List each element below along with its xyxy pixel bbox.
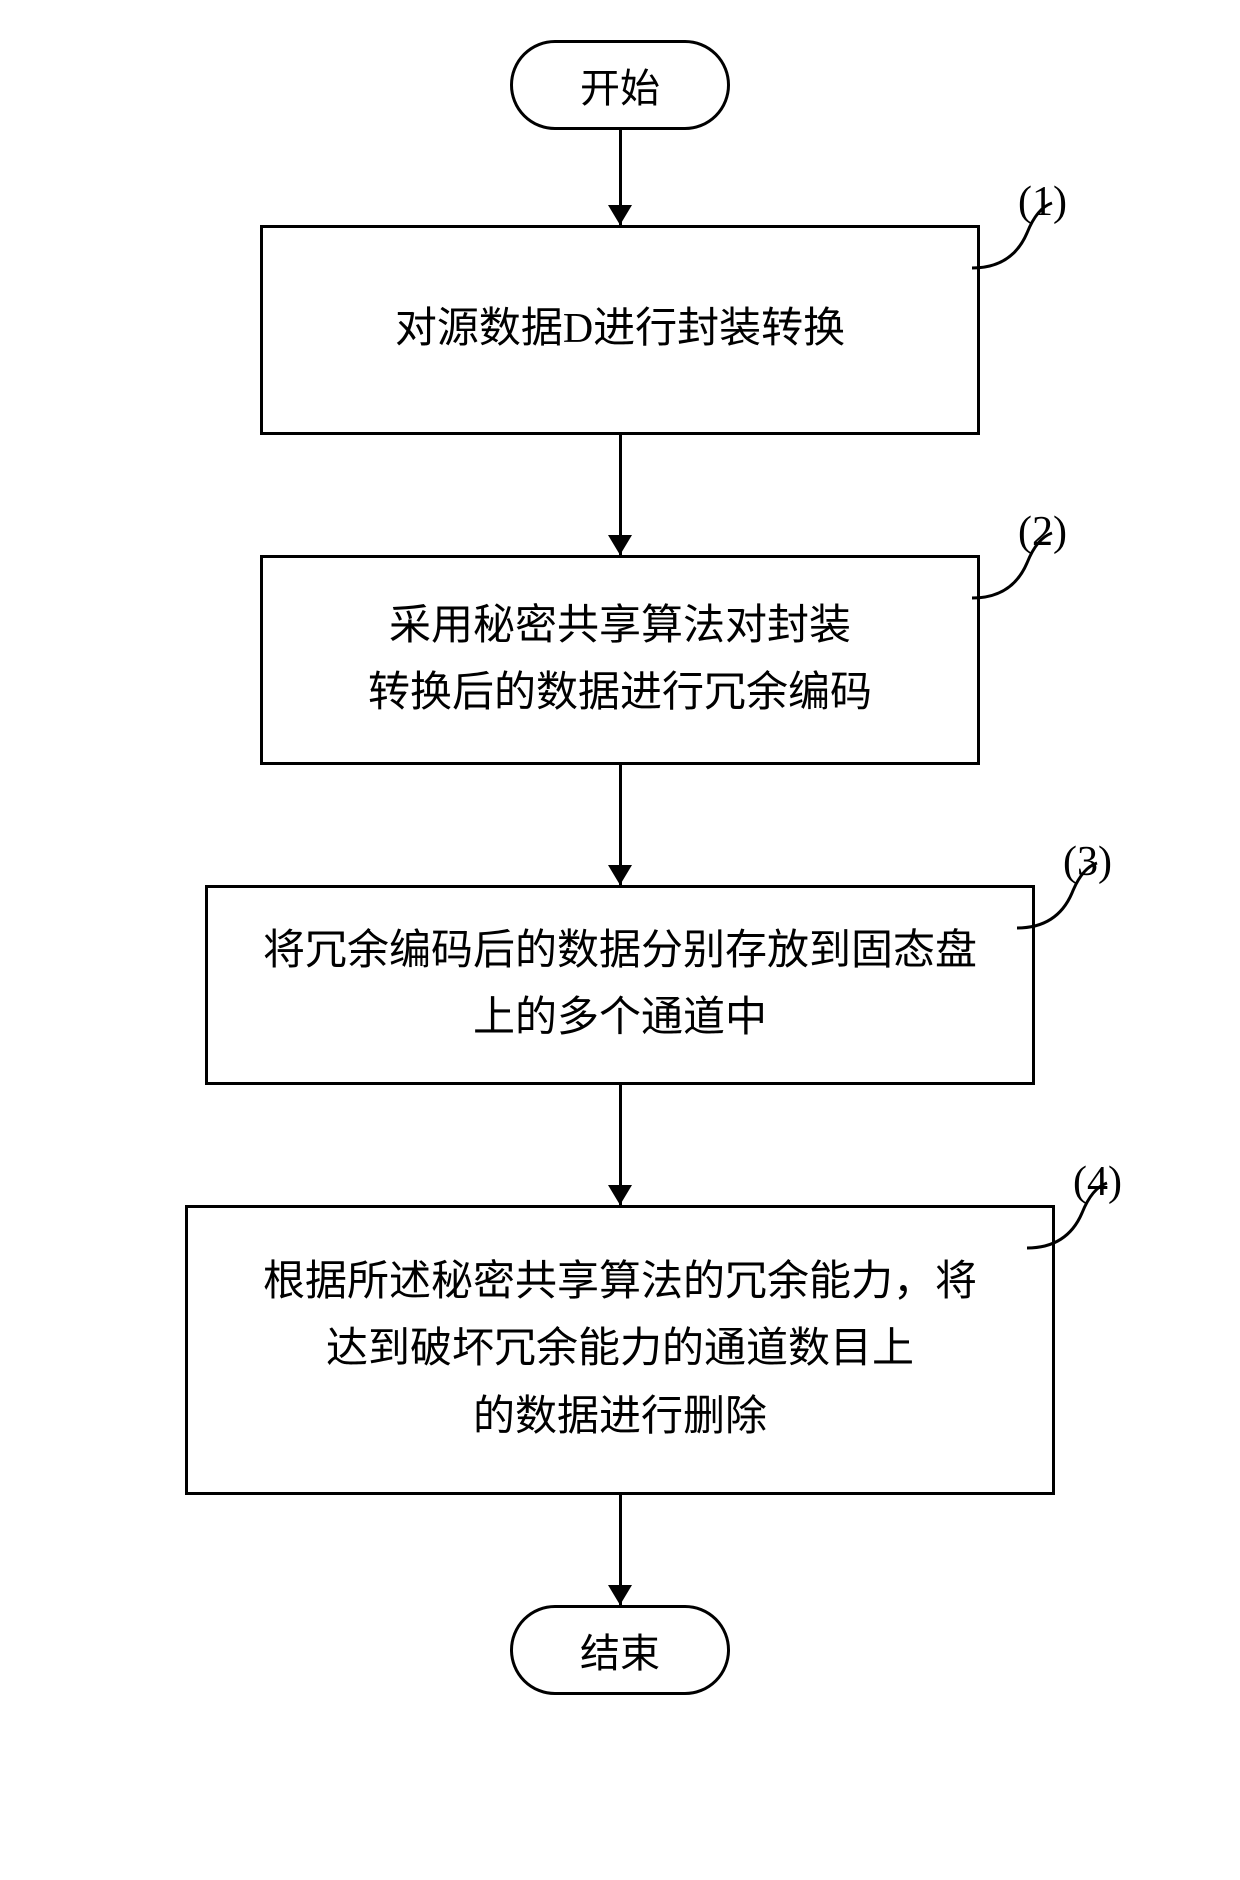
step-label-3: (3) (1063, 838, 1112, 886)
process-step-2: (2) 采用秘密共享算法对封装 转换后的数据进行冗余编码 (260, 555, 980, 765)
arrow-4 (170, 1085, 1070, 1205)
step-text-2: 采用秘密共享算法对封装 转换后的数据进行冗余编码 (368, 593, 872, 727)
arrow-3 (170, 765, 1070, 885)
step-text-4: 根据所述秘密共享算法的冗余能力，将 达到破坏冗余能力的通道数目上 的数据进行删除 (263, 1249, 977, 1451)
arrow-1 (170, 130, 1070, 225)
start-label: 开始 (580, 56, 660, 114)
step-label-4: (4) (1073, 1158, 1122, 1206)
step-label-1: (1) (1018, 178, 1067, 226)
arrow-2 (170, 435, 1070, 555)
process-step-1: (1) 对源数据D进行封装转换 (260, 225, 980, 435)
step-label-2: (2) (1018, 508, 1067, 556)
start-terminal: 开始 (510, 40, 730, 130)
process-step-4: (4) 根据所述秘密共享算法的冗余能力，将 达到破坏冗余能力的通道数目上 的数据… (185, 1205, 1055, 1495)
step-text-1: 对源数据D进行封装转换 (395, 296, 845, 363)
end-label: 结束 (580, 1621, 660, 1679)
end-terminal: 结束 (510, 1605, 730, 1695)
flowchart-container: 开始 (1) 对源数据D进行封装转换 (2) (170, 40, 1070, 1695)
process-step-3: (3) 将冗余编码后的数据分别存放到固态盘 上的多个通道中 (205, 885, 1035, 1085)
arrow-5 (170, 1495, 1070, 1605)
step-text-3: 将冗余编码后的数据分别存放到固态盘 上的多个通道中 (263, 918, 977, 1052)
